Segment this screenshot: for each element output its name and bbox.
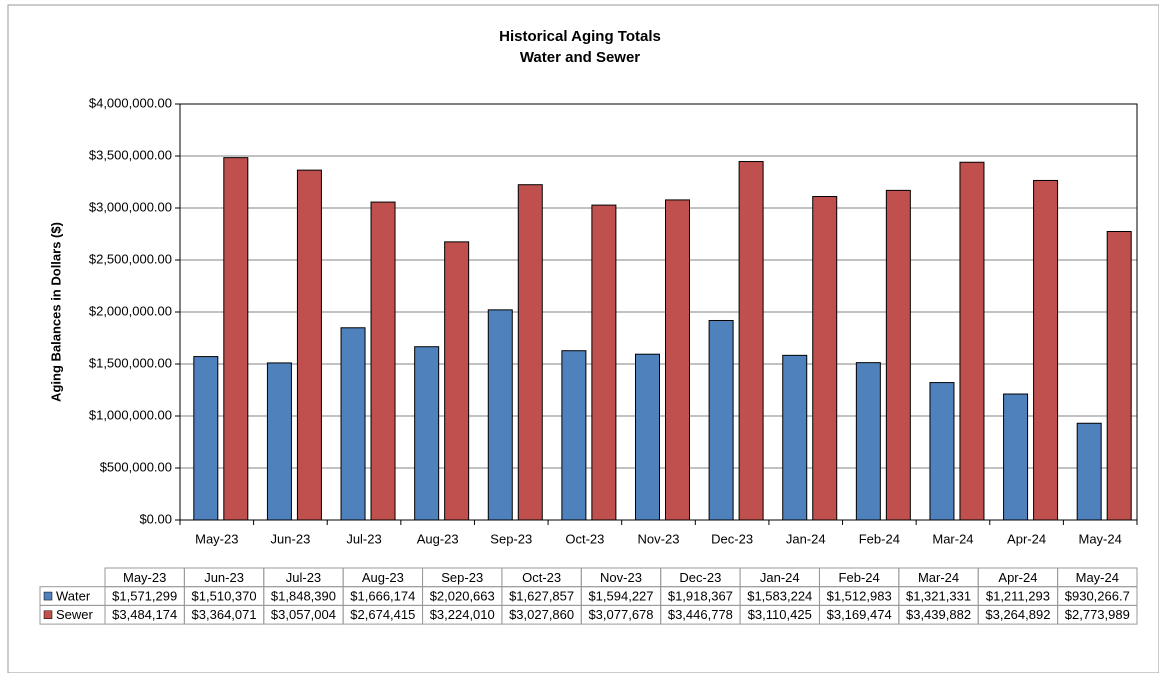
- table-value: $1,918,367: [668, 588, 733, 603]
- x-tick-label: Nov-23: [638, 531, 680, 546]
- bar: [1003, 393, 1029, 521]
- bar: [782, 354, 808, 521]
- table-value: $1,321,331: [906, 588, 971, 603]
- table-value: $1,571,299: [112, 588, 177, 603]
- y-tick-label: $1,000,000.00: [89, 407, 172, 422]
- bar: [370, 201, 396, 521]
- table-value: $3,264,892: [985, 607, 1050, 622]
- table-value: $2,020,663: [430, 588, 495, 603]
- y-tick-label: $500,000.00: [100, 459, 172, 474]
- table-header: Jun-23: [204, 570, 244, 585]
- table-header: Jan-24: [760, 570, 800, 585]
- x-tick-label: Jun-23: [271, 531, 311, 546]
- bar: [223, 157, 249, 521]
- table-value: $2,674,415: [350, 607, 415, 622]
- bar: [708, 319, 734, 521]
- bar: [517, 184, 543, 521]
- bar: [266, 362, 292, 521]
- bar: [959, 161, 985, 521]
- table-header: Mar-24: [918, 570, 959, 585]
- table-header: Oct-23: [522, 570, 561, 585]
- table-value: $930,266.7: [1065, 588, 1130, 603]
- legend-label: Water: [56, 588, 91, 603]
- y-tick-label: $0.00: [139, 511, 172, 526]
- y-axis-title: Aging Balances in Dollars ($): [48, 222, 63, 402]
- table-value: $1,583,224: [747, 588, 812, 603]
- chart-subtitle: Water and Sewer: [520, 49, 640, 66]
- x-tick-label: Dec-23: [711, 531, 753, 546]
- table-value: $3,057,004: [271, 607, 336, 622]
- legend-swatch: [43, 610, 53, 619]
- x-tick-label: Aug-23: [417, 531, 459, 546]
- table-value: $3,446,778: [668, 607, 733, 622]
- table-header: May-23: [123, 570, 166, 585]
- bar: [340, 327, 366, 521]
- x-tick-label: Feb-24: [859, 531, 900, 546]
- table-header: Dec-23: [679, 570, 721, 585]
- table-value: $2,773,989: [1065, 607, 1130, 622]
- table-value: $3,077,678: [588, 607, 653, 622]
- bar: [1076, 422, 1102, 521]
- bar: [1033, 179, 1059, 521]
- bar: [812, 196, 838, 521]
- bar: [561, 350, 587, 521]
- table-header: Nov-23: [600, 570, 642, 585]
- bar: [885, 189, 911, 521]
- y-tick-label: $4,000,000.00: [89, 95, 172, 110]
- bar: [855, 362, 881, 521]
- table-header: Sep-23: [441, 570, 483, 585]
- chart-title: Historical Aging Totals: [499, 28, 661, 45]
- bar: [665, 199, 690, 521]
- table-value: $1,512,983: [827, 588, 892, 603]
- bar: [591, 204, 617, 521]
- bar: [635, 353, 660, 521]
- bar: [1106, 231, 1132, 521]
- x-tick-label: Mar-24: [932, 531, 973, 546]
- table-cell: [1057, 604, 1138, 625]
- table-value: $1,666,174: [350, 588, 415, 603]
- y-tick-label: $2,500,000.00: [89, 251, 172, 266]
- x-tick-label: Sep-23: [490, 531, 532, 546]
- y-tick-label: $3,500,000.00: [89, 147, 172, 162]
- table-header: Feb-24: [839, 570, 880, 585]
- table-value: $3,110,425: [748, 607, 812, 622]
- table-value: $1,627,857: [509, 588, 574, 603]
- table-header: Apr-24: [998, 570, 1037, 585]
- table-value: $3,224,010: [430, 607, 495, 622]
- table-value: $1,848,390: [271, 588, 336, 603]
- table-value: $3,484,174: [112, 607, 177, 622]
- y-tick-label: $2,000,000.00: [89, 303, 172, 318]
- x-tick-label: Jan-24: [786, 531, 826, 546]
- x-tick-label: May-23: [195, 531, 238, 546]
- x-tick-label: Oct-23: [565, 531, 604, 546]
- table-header: Jul-23: [286, 570, 321, 585]
- y-tick-label: $3,000,000.00: [89, 199, 172, 214]
- y-tick-label: $1,500,000.00: [89, 355, 172, 370]
- bar: [414, 346, 440, 521]
- bar: [444, 241, 470, 521]
- table-header: May-24: [1076, 570, 1119, 585]
- table-value: $3,169,474: [827, 607, 892, 622]
- table-value: $1,211,293: [986, 588, 1050, 603]
- table-value: $3,364,071: [192, 607, 257, 622]
- table-value: $3,027,860: [509, 607, 574, 622]
- bar: [487, 309, 513, 521]
- table-value: $3,439,882: [906, 607, 971, 622]
- x-tick-label: Jul-23: [346, 531, 381, 546]
- table-value: $1,594,227: [588, 588, 653, 603]
- x-tick-label: Apr-24: [1007, 531, 1046, 546]
- legend-swatch: [43, 591, 53, 601]
- bar: [929, 382, 955, 521]
- table-value: $1,510,370: [192, 588, 257, 603]
- chart-border: [7, 4, 1159, 673]
- bar: [738, 161, 764, 521]
- legend-label: Sewer: [56, 607, 94, 622]
- bar: [193, 356, 219, 521]
- bar: [296, 169, 322, 521]
- x-tick-label: May-24: [1079, 531, 1122, 546]
- table-header: Aug-23: [362, 570, 404, 585]
